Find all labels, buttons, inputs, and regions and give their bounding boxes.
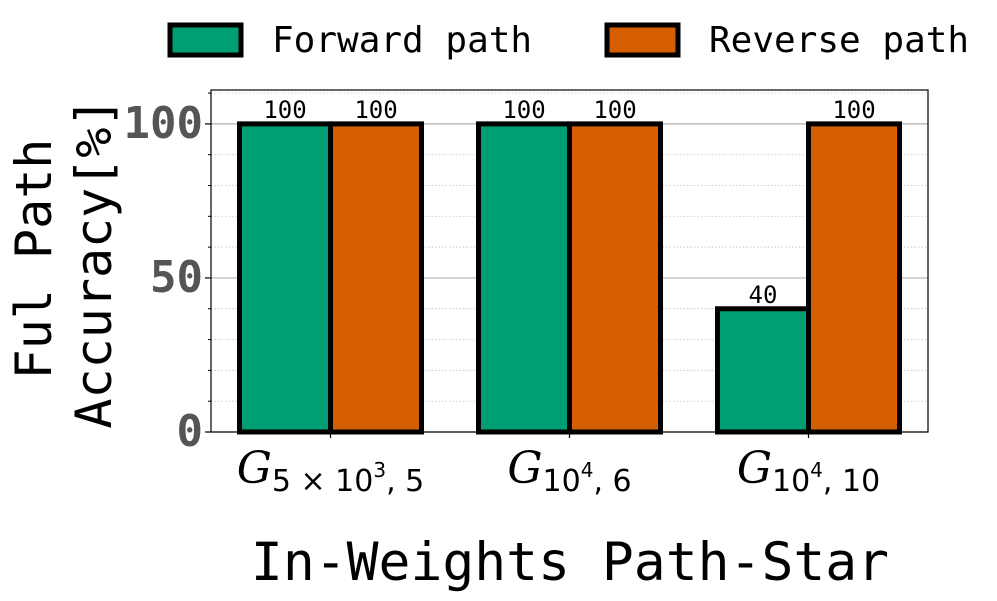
y-axis-label-line-1: Ful Path xyxy=(5,139,63,380)
y-axis-label-line-2: Accuracy[%] xyxy=(65,97,123,428)
x-tick-label-subscript: 10 xyxy=(772,464,810,499)
legend: Forward path Reverse path xyxy=(167,20,969,61)
bar-value-label: 40 xyxy=(749,281,778,309)
bars xyxy=(237,121,902,435)
legend-swatch-reverse xyxy=(604,22,681,58)
x-tick-label-tail: , 5 xyxy=(386,464,424,499)
bar-value-label: 100 xyxy=(263,96,306,124)
x-tick-label-base: G xyxy=(507,443,542,494)
bar-value-label: 100 xyxy=(354,96,397,124)
x-tick-label-subscript: 10 xyxy=(543,464,581,499)
bar-value-labels: 100 100 100 100 40 100 xyxy=(263,96,875,309)
x-tick-label: G104, 6 xyxy=(507,443,631,499)
y-tick-label: 100 xyxy=(124,98,203,149)
y-tick-label: 50 xyxy=(150,252,203,303)
x-axis-label: In-Weights Path-Star xyxy=(251,532,889,593)
x-tick-label-tail: , 10 xyxy=(823,464,880,499)
bar-forward-2 xyxy=(715,306,811,435)
bar-reverse-2 xyxy=(806,121,902,435)
legend-label-reverse: Reverse path xyxy=(709,20,969,61)
bar-value-label: 100 xyxy=(502,96,545,124)
x-tick-label-subscript: 5 × 10 xyxy=(272,464,373,499)
x-tick-label-base: G xyxy=(237,443,272,494)
bar-forward-1 xyxy=(476,121,572,435)
y-axis-label: Ful Path Accuracy[%] xyxy=(5,97,123,428)
x-tick-label: G104, 10 xyxy=(737,443,880,499)
legend-item-reverse: Reverse path xyxy=(604,20,969,61)
x-tick-label: G5 × 103, 5 xyxy=(237,443,425,499)
x-tick-label-superscript: 3 xyxy=(373,458,386,482)
x-axis-ticks: G5 × 103, 5 G104, 6 G104, 10 xyxy=(237,432,880,499)
x-tick-label-base: G xyxy=(737,443,772,494)
y-axis-ticks: 0 50 100 xyxy=(124,92,211,457)
bar-reverse-0 xyxy=(328,121,424,435)
bar-value-label: 100 xyxy=(593,96,636,124)
legend-swatch-forward xyxy=(167,22,244,58)
legend-label-forward: Forward path xyxy=(272,20,532,61)
bar-reverse-1 xyxy=(567,121,663,435)
x-tick-label-superscript: 4 xyxy=(810,458,823,482)
bar-forward-0 xyxy=(237,121,333,435)
legend-item-forward: Forward path xyxy=(167,20,532,61)
x-tick-label-tail: , 6 xyxy=(593,464,631,499)
bar-value-label: 100 xyxy=(832,96,875,124)
y-tick-label: 0 xyxy=(177,406,204,457)
x-tick-label-superscript: 4 xyxy=(581,458,594,482)
